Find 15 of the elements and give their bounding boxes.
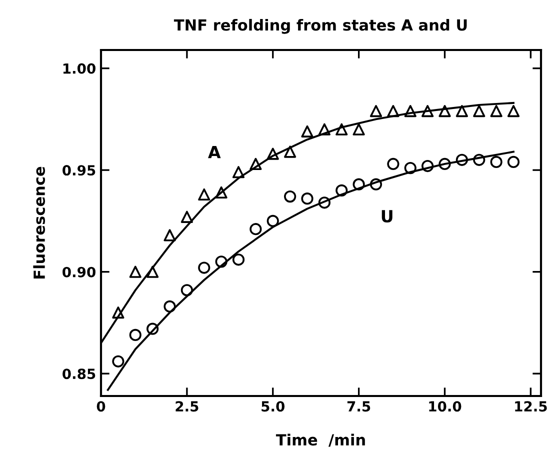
x-tick-label: 7.5 [347, 401, 370, 412]
y-tick-label: 0.90 [62, 266, 96, 278]
x-tick-label: 12.5 [515, 401, 547, 412]
y-tick-label: 1.00 [63, 63, 96, 74]
x-tick-label: 5.0 [262, 401, 285, 412]
x-tick-label: 0 [96, 401, 106, 412]
chart-title: TNF refolding from states A and U [174, 18, 467, 34]
y-tick-label: 0.95 [62, 165, 96, 176]
x-axis-title: Time /min [276, 434, 365, 447]
y-tick-label: 0.85 [62, 368, 96, 380]
series-label: U [382, 210, 392, 222]
x-tick-label: 2.5 [176, 401, 198, 412]
x-tick-label: 10.0 [429, 401, 462, 412]
y-axis-title: Fluorescence [33, 166, 46, 278]
series-label: A [208, 146, 221, 158]
